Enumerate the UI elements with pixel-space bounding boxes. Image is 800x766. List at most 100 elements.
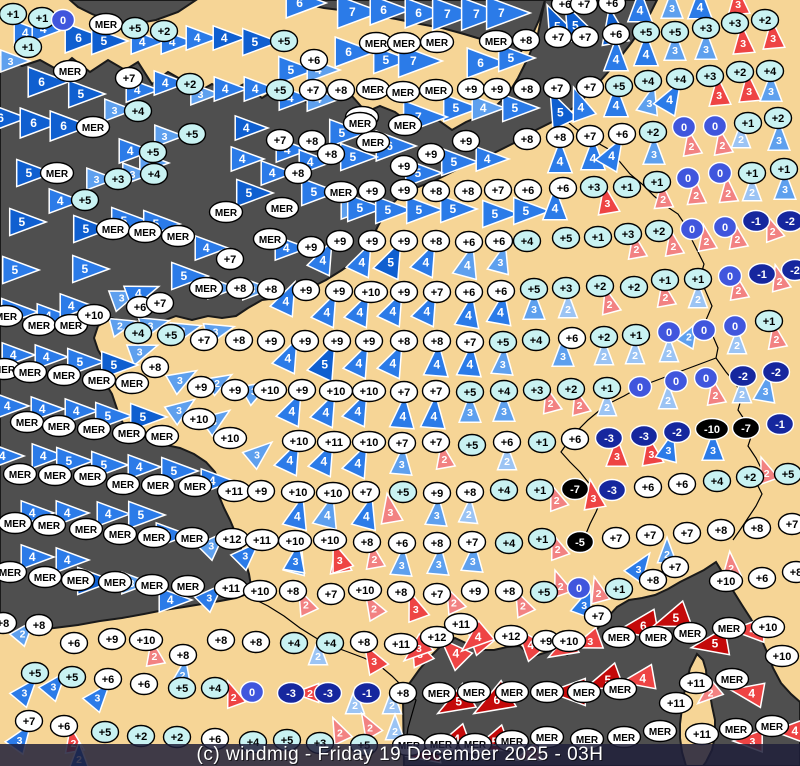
wind-arrow: 2 [658, 334, 680, 363]
wind-force-value: 3 [434, 510, 440, 522]
wind-force-value: 4 [283, 241, 290, 255]
temperature-value: +7 [307, 85, 320, 97]
temperature-value: +8 [554, 132, 567, 144]
sea-label: MER [0, 511, 33, 535]
temperature-value: -1 [775, 419, 785, 431]
temperature-value: +2 [628, 282, 641, 294]
sea-label-text: MER [83, 425, 106, 436]
sea-label: MER [60, 568, 96, 592]
temperature-value: +8 [250, 637, 263, 649]
temperature-oval: +7 [575, 75, 605, 99]
wind-force-value: 4 [127, 144, 134, 158]
sea-label: MER [170, 574, 206, 598]
sea-label: MER [342, 111, 378, 135]
wind-force-value: 4 [453, 732, 460, 746]
temperature-value: 0 [732, 321, 738, 333]
temperature-oval: +8 [283, 161, 313, 185]
wind-force-value: 4 [527, 638, 534, 652]
wind-force-value: 5 [181, 269, 188, 283]
temperature-value: +7 [610, 533, 623, 545]
temperature-value: +6 [493, 236, 506, 248]
wind-arrow: 3 [660, 0, 684, 19]
temperature-value: +2 [594, 281, 607, 293]
wind-force-value: 4 [22, 26, 29, 40]
temperature-value: +5 [129, 23, 142, 35]
wind-arrow: 3 [380, 491, 404, 525]
wind-force-value: 3 [669, 3, 675, 15]
temperature-value: +5 [560, 233, 573, 245]
wind-force-value: 3 [740, 38, 746, 50]
sea-label-text: MER [718, 624, 741, 635]
temperature-value: +6 [58, 721, 71, 733]
wind-arrow: 5 [129, 402, 170, 432]
temperature-oval: 0 [663, 369, 689, 393]
temperature-oval: +6 [492, 430, 522, 454]
temperature-value: +9 [106, 634, 119, 646]
temperature-oval: +4 [702, 469, 732, 493]
temperature-oval: +8 [168, 643, 198, 667]
sea-label-text: MER [609, 685, 632, 696]
wind-force-value: 2 [734, 234, 740, 246]
temperature-oval: -5 [565, 530, 595, 554]
temperature-value: +7 [464, 337, 477, 349]
temperature-oval: +7 [483, 178, 513, 202]
wind-arrow: 4 [728, 682, 766, 709]
wind-force-value: 4 [322, 405, 329, 419]
wind-force-value: 5 [66, 454, 73, 468]
temperature-oval: +6 [601, 22, 631, 46]
wind-arrow: 3 [732, 22, 757, 55]
temperature-value: +4 [209, 683, 222, 695]
temperature-oval: +8 [0, 611, 18, 635]
temperature-oval: +4 [489, 379, 519, 403]
wind-force-value: 4 [64, 553, 71, 567]
temperature-value: 0 [666, 327, 672, 339]
wind-arrow: 3 [458, 390, 482, 423]
temperature-value: +8 [431, 336, 444, 348]
temperature-oval: +8 [706, 518, 736, 542]
temperature-oval: +2 [638, 120, 668, 144]
wind-arrow: 4 [572, 85, 598, 124]
sea-label-text: MER [60, 321, 83, 332]
wind-force-value: 6 [38, 75, 45, 89]
wind-force-value: 3 [137, 347, 143, 359]
wind-force-value: 2 [764, 468, 770, 480]
temperature-oval: +3 [720, 11, 750, 35]
wind-arrow: 5 [481, 199, 522, 229]
temperature-oval: +7 [215, 247, 245, 271]
temperature-oval: +8 [352, 530, 382, 554]
temperature-value: +6 [68, 638, 81, 650]
temperature-oval: +2 [126, 724, 156, 748]
wind-force-value: 2 [725, 188, 731, 200]
temperature-oval: +6 [607, 122, 637, 146]
temperature-oval: +6 [387, 531, 417, 555]
temperature-oval: +5 [388, 480, 418, 504]
sea-label-text: MER [82, 123, 105, 134]
temperature-value: +8 [464, 487, 477, 499]
temperature-oval: +7 [583, 604, 613, 628]
sea-label-text: MER [0, 312, 18, 323]
wind-force-value: 2 [601, 351, 607, 363]
sea-label: MER [21, 313, 57, 337]
temperature-value: +7 [492, 185, 505, 197]
temperature-oval: +6 [129, 672, 159, 696]
wind-arrow: 3 [241, 440, 274, 471]
temperature-value: -2 [785, 216, 795, 228]
temperature-value: +8 [358, 637, 371, 649]
temperature-value: +10 [717, 576, 736, 588]
temperature-value: 0 [722, 222, 728, 234]
temperature-oval: +8 [453, 179, 483, 203]
sea-label: MER [638, 625, 674, 649]
temperature-oval: +5 [631, 20, 661, 44]
temperature-oval: +1 [650, 268, 680, 292]
sea-label-text: MER [79, 472, 102, 483]
wind-force-value: 7 [444, 7, 451, 21]
temperature-value: +10 [286, 536, 305, 548]
wind-force-value: 2 [695, 294, 701, 306]
wind-force-value: 6 [640, 619, 647, 633]
temperature-value: +12 [502, 631, 521, 643]
sea-label: MER [754, 714, 790, 738]
temperature-value: +11 [392, 639, 410, 651]
wind-arrow: 4 [158, 586, 195, 614]
temperature-value: +5 [278, 36, 291, 48]
temperature-value: 0 [717, 168, 723, 180]
